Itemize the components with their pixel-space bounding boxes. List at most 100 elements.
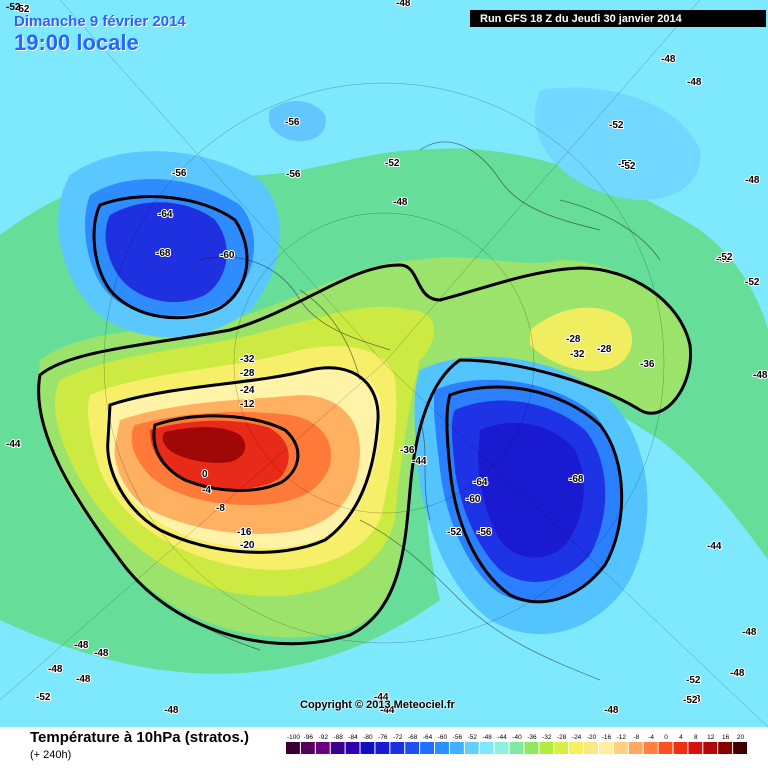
isotherm-value-label: -48	[74, 640, 89, 651]
legend-tick-label: 20	[737, 734, 745, 741]
isotherm-value-label: -52	[36, 692, 51, 703]
legend-tick-label: -32	[542, 734, 552, 741]
isotherm-value-label: -28	[566, 334, 581, 345]
isotherm-value-label: -32	[570, 349, 585, 360]
field-patch-yellow-ne	[530, 307, 633, 371]
isotherm-value-label: -44	[6, 439, 21, 450]
legend-swatch	[286, 742, 300, 754]
isotherm-value-label: -52	[609, 120, 624, 131]
legend-swatch	[375, 742, 390, 754]
legend-tick-label: -36	[527, 734, 537, 741]
legend-swatch	[733, 742, 747, 754]
legend-swatch	[360, 742, 375, 754]
legend-swatch	[718, 742, 733, 754]
legend-tick-label: -20	[587, 734, 597, 741]
coastlines	[119, 141, 661, 681]
isotherm-value-label: -48	[716, 254, 731, 265]
legend-swatch	[554, 742, 569, 754]
field-low-left-core	[105, 202, 227, 303]
graticule	[0, 0, 768, 727]
legend-swatch	[628, 742, 643, 754]
legend-tick-label: -64	[423, 734, 433, 741]
isotherm-thick-inner	[106, 366, 380, 554]
legend-swatch	[509, 742, 524, 754]
isotherm-value-label: -56	[172, 168, 187, 179]
isotherm-value-label: 0	[202, 469, 208, 480]
legend-tick-label: -72	[393, 734, 403, 741]
isotherm-value-label: -68	[569, 474, 584, 485]
isotherm-value-label: -60	[220, 250, 235, 261]
legend-tick-label: -80	[363, 734, 373, 741]
isotherm-value-label: -56	[477, 527, 492, 538]
legend-swatch	[330, 742, 345, 754]
isotherm-value-label: -36	[400, 445, 415, 456]
isotherm-value-label: -48	[393, 197, 408, 208]
legend-swatch	[420, 742, 435, 754]
legend-swatch	[464, 742, 479, 754]
isotherm-value-label: -52	[745, 277, 760, 288]
legend-swatch	[539, 742, 554, 754]
isotherm-value-label: -28	[597, 344, 612, 355]
legend-tick-label: -56	[453, 734, 463, 741]
isotherm-thick-outer	[37, 263, 693, 646]
copyright-notice: Copyright © 2013 Meteociel.fr	[300, 699, 455, 711]
isotherm-value-label: -4	[202, 485, 211, 496]
legend-swatch	[703, 742, 718, 754]
legend-swatch	[449, 742, 464, 754]
footer-panel: Température à 10hPa (stratos.) (+ 240h) …	[0, 727, 768, 768]
forecast-time: 19:00 locale	[14, 30, 139, 55]
isotherm-value-label: -68	[156, 248, 171, 259]
isotherm-value-label: -48	[687, 77, 702, 88]
isotherm-value-label: -52	[447, 527, 462, 538]
legend-tick-label: 16	[722, 734, 730, 741]
legend-swatch	[494, 742, 509, 754]
legend-tick-label: -68	[408, 734, 418, 741]
isotherm-value-label: -12	[240, 399, 255, 410]
isotherm-value-label: -52	[683, 695, 698, 706]
color-scale-legend: -100 -96 -92 -88 -84 -80 -76 -72 -68 -64 -60 -56 -52…	[286, 734, 747, 754]
legend-tick-label: -52	[468, 734, 478, 741]
legend-tick-label: -92	[319, 734, 329, 741]
isotherm-value-label: -16	[237, 527, 252, 538]
legend-swatch	[613, 742, 628, 754]
legend-tick-label: -96	[304, 734, 314, 741]
isotherm-value-label: -44	[374, 692, 389, 703]
legend-tick-label: -8	[633, 734, 639, 741]
legend-swatch	[390, 742, 405, 754]
model-run-banner: Run GFS 18 Z du Jeudi 30 janvier 2014	[470, 10, 766, 27]
legend-tick-label: 12	[707, 734, 715, 741]
legend-swatch	[643, 742, 658, 754]
map-title: Température à 10hPa (stratos.)	[30, 729, 249, 746]
legend-tick-label: -40	[512, 734, 522, 741]
isotherm-value-label: -52	[15, 4, 30, 15]
legend-tick-label: 8	[694, 734, 698, 741]
isotherm-value-label: -48	[76, 674, 91, 685]
isotherm-value-label: -48	[686, 694, 701, 705]
corner-value-label: -52	[6, 2, 21, 13]
isotherm-labels: -56-56-56-64-68 -60-52-48-52-52-48-48-48-…	[5, 0, 768, 717]
legend-swatch	[598, 742, 613, 754]
isotherm-value-label: -44	[707, 541, 722, 552]
legend-tick-label: 4	[679, 734, 683, 741]
legend-tick-label: -28	[557, 734, 567, 741]
isotherm-thick-left-low	[92, 195, 249, 320]
isotherm-thick-core	[152, 414, 300, 492]
legend-swatch	[300, 742, 315, 754]
isotherm-value-label: -44	[412, 456, 427, 467]
isotherm-value-label: -52	[385, 158, 400, 169]
legend-tick-label: -100	[287, 734, 300, 741]
legend-swatch	[345, 742, 360, 754]
legend-tick-label: 0	[664, 734, 668, 741]
legend-tick-label: -48	[482, 734, 492, 741]
isotherm-value-label: -48	[48, 664, 63, 675]
temperature-map: -56-56-56-64-68 -60-52-48-52-52-48-48-48-…	[0, 0, 768, 727]
isotherm-value-label: -64	[473, 477, 488, 488]
isotherm-value-label: -32	[240, 354, 255, 365]
isotherm-value-label: -48	[753, 370, 768, 381]
legend-tick-label: -12	[617, 734, 627, 741]
isotherm-value-label: -20	[240, 540, 255, 551]
legend-tick-label: -88	[333, 734, 343, 741]
isotherm-value-label: -28	[240, 368, 255, 379]
isotherm-value-label: -24	[240, 385, 255, 396]
legend-tick-label: -76	[378, 734, 388, 741]
